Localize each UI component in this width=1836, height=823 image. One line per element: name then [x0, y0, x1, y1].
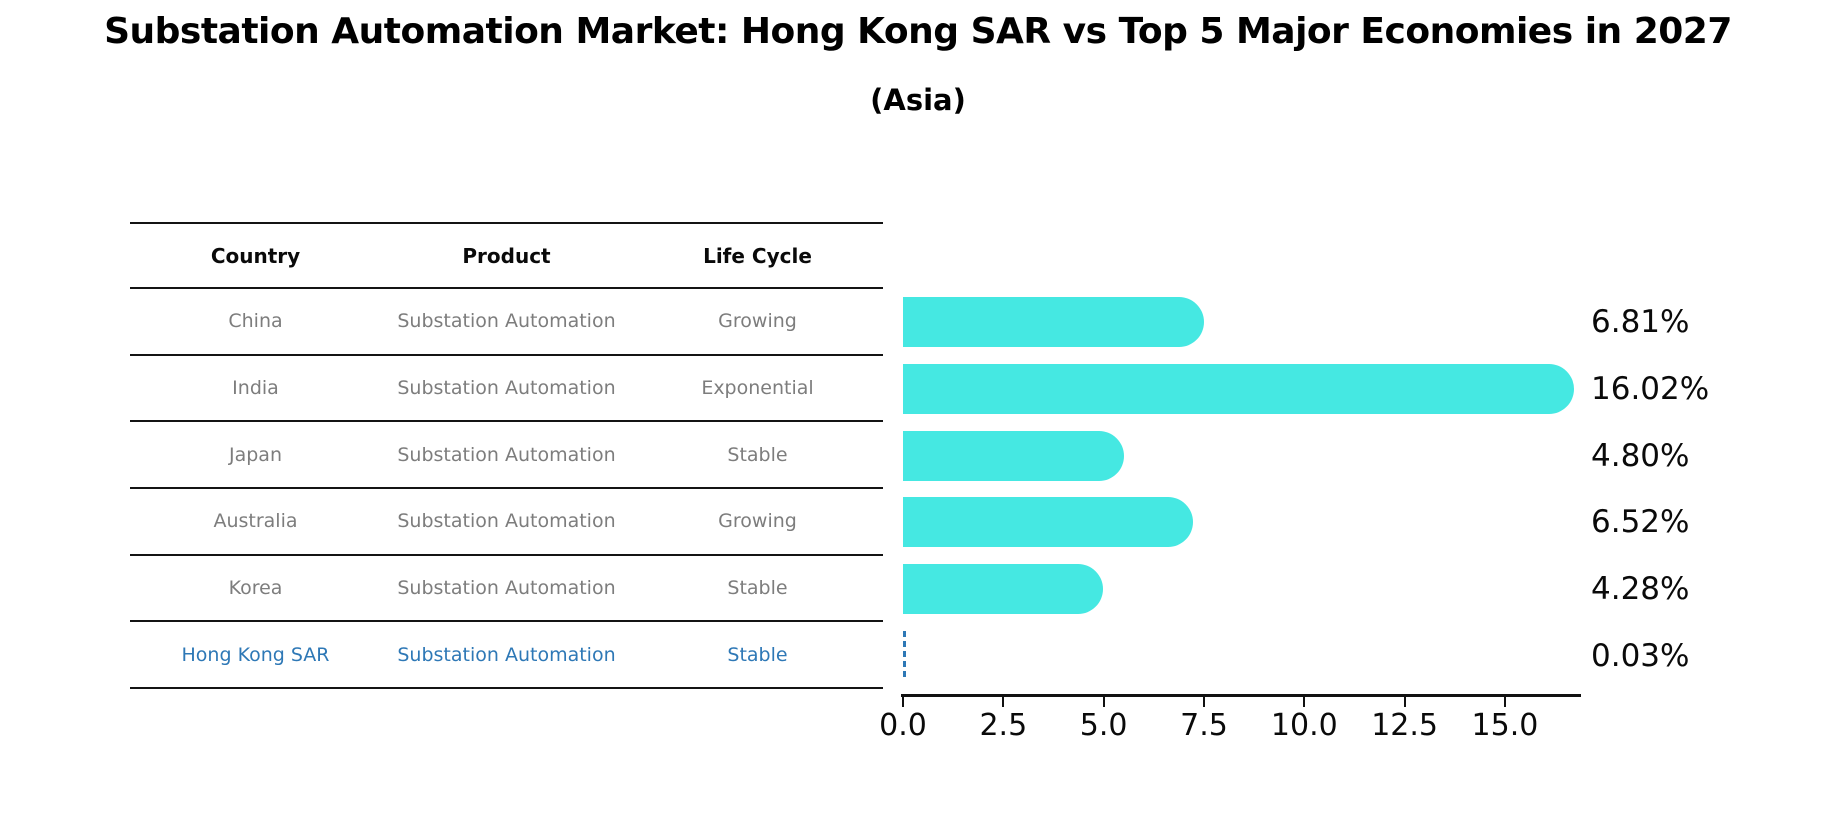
- bar-value-label-china: 6.81%: [1591, 304, 1690, 341]
- x-axis-tick-label: 10.0: [1270, 708, 1338, 743]
- x-axis-tick: [1503, 697, 1506, 707]
- table-row-japan: Japan Substation Automation Stable: [130, 422, 883, 490]
- table-row-australia: Australia Substation Automation Growing: [130, 489, 883, 556]
- table-cell-life-cycle: Growing: [718, 510, 797, 533]
- table-cell-product: Substation Automation: [397, 577, 616, 600]
- table-cell-life-cycle: Stable: [727, 643, 788, 666]
- x-axis-tick: [1102, 697, 1105, 707]
- x-axis-tick-label: 5.0: [1079, 708, 1128, 743]
- x-axis-tick: [1002, 697, 1005, 707]
- table-header-cell-life-cycle: Life Cycle: [703, 243, 812, 268]
- x-axis-tick: [1202, 697, 1205, 707]
- table-row-china: China Substation Automation Growing: [130, 289, 883, 356]
- table-body: China Substation Automation Growing India Su…: [130, 289, 883, 690]
- table-cell-country: Hong Kong SAR: [181, 643, 330, 666]
- table-cell-country: Japan: [229, 443, 282, 466]
- table-row-hong-kong-sar: Hong Kong SAR Substation Automation Stable: [130, 622, 883, 690]
- table-row-india: India Substation Automation Exponential: [130, 356, 883, 423]
- table-cell-life-cycle: Exponential: [701, 377, 814, 400]
- table-cell-life-cycle: Growing: [718, 310, 797, 333]
- table-header-cell-product: Product: [462, 243, 551, 268]
- bar-korea: [903, 564, 1103, 615]
- bar-japan: [903, 430, 1124, 481]
- bar-india: [903, 364, 1574, 415]
- bar-value-label-hong-kong-sar: 0.03%: [1591, 637, 1690, 674]
- bar-value-label-korea: 4.28%: [1591, 571, 1690, 608]
- table-cell-product: Substation Automation: [397, 377, 616, 400]
- table-cell-product: Substation Automation: [397, 443, 616, 466]
- table-cell-life-cycle: Stable: [727, 443, 788, 466]
- bar-value-label-australia: 6.52%: [1591, 504, 1690, 541]
- table-row-korea: Korea Substation Automation Stable: [130, 556, 883, 623]
- table-header-cell-country: Country: [210, 243, 301, 268]
- bar-hong-kong-sar: [903, 630, 906, 681]
- x-axis-tick-label: 12.5: [1371, 708, 1439, 743]
- table-cell-product: Substation Automation: [397, 643, 616, 666]
- x-axis-tick: [1403, 697, 1406, 707]
- bar-australia: [903, 497, 1193, 548]
- x-axis-line: [901, 694, 1581, 697]
- country-table: Country Product Life Cycle China Substation…: [130, 222, 883, 690]
- x-axis-tick: [1303, 697, 1306, 707]
- bar-value-label-india: 16.02%: [1591, 371, 1710, 408]
- table-cell-country: Australia: [213, 510, 298, 533]
- x-axis-tick-label: 15.0: [1471, 708, 1539, 743]
- chart-title: Substation Automation Market: Hong Kong …: [104, 11, 1732, 52]
- table-cell-life-cycle: Stable: [727, 577, 788, 600]
- x-axis-tick-label: 0.0: [879, 708, 927, 743]
- bar-value-label-japan: 4.80%: [1591, 437, 1690, 474]
- bar-china: [903, 297, 1205, 348]
- table-cell-product: Substation Automation: [397, 510, 616, 533]
- x-axis-tick: [902, 697, 904, 707]
- table-cell-country: India: [232, 377, 279, 400]
- table-cell-country: Korea: [228, 577, 283, 600]
- table-cell-country: China: [228, 310, 283, 333]
- table-cell-product: Substation Automation: [397, 310, 616, 333]
- table-header-row: Country Product Life Cycle: [130, 222, 883, 289]
- x-axis-tick-label: 7.5: [1180, 708, 1228, 743]
- chart-subtitle: (Asia): [870, 83, 966, 117]
- x-axis-tick-label: 2.5: [979, 708, 1028, 743]
